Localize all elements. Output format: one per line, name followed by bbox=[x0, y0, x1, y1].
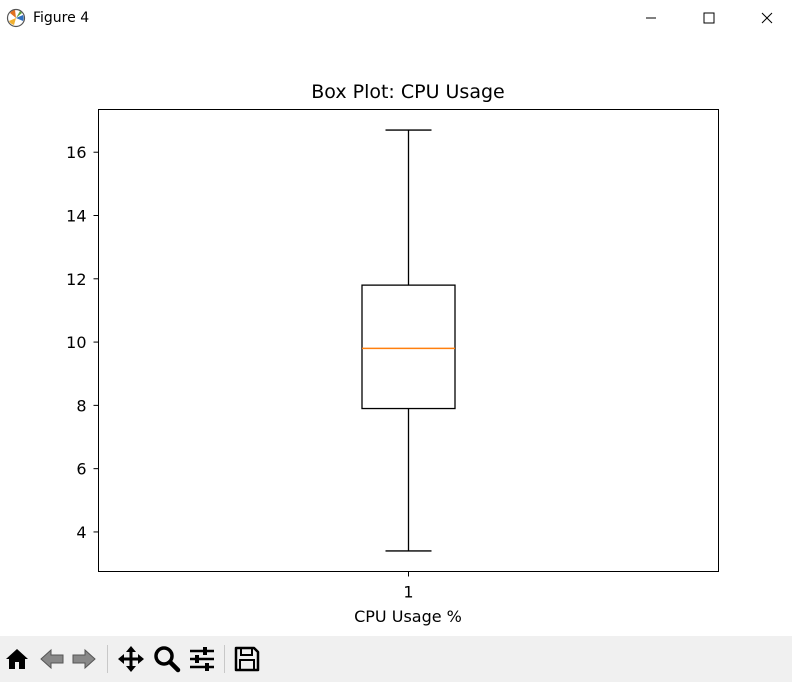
toolbar-separator bbox=[107, 645, 108, 673]
configure-subplots-button[interactable] bbox=[187, 644, 217, 674]
zoom-icon bbox=[154, 646, 181, 673]
x-tick-label: 1 bbox=[403, 583, 413, 602]
chart-title: Box Plot: CPU Usage bbox=[311, 81, 504, 103]
x-axis-label: CPU Usage % bbox=[354, 607, 462, 626]
y-tick-label: 8 bbox=[76, 396, 86, 415]
close-icon bbox=[761, 12, 773, 24]
box-series bbox=[361, 129, 456, 552]
forward-button[interactable] bbox=[69, 644, 99, 674]
y-axis: 4 6 8 10 12 14 16 bbox=[66, 143, 99, 542]
window-titlebar: Figure 4 bbox=[0, 0, 792, 36]
back-button[interactable] bbox=[37, 644, 67, 674]
navigation-toolbar bbox=[0, 636, 792, 682]
maximize-icon bbox=[703, 12, 715, 24]
iqr-box bbox=[361, 284, 456, 410]
zoom-button[interactable] bbox=[152, 644, 182, 674]
box-item bbox=[361, 129, 456, 552]
home-button[interactable] bbox=[2, 644, 32, 674]
y-tick-label: 10 bbox=[66, 333, 86, 352]
figure-canvas[interactable]: Box Plot: CPU Usage 4 6 8 10 12 14 16 1 CPU Us… bbox=[0, 36, 792, 636]
minimize-icon bbox=[646, 17, 656, 19]
save-icon bbox=[234, 646, 260, 672]
save-button[interactable] bbox=[232, 644, 262, 674]
y-tick-label: 4 bbox=[76, 523, 86, 542]
y-tick-label: 6 bbox=[76, 460, 86, 479]
y-tick-label: 14 bbox=[66, 207, 86, 226]
pan-icon bbox=[118, 646, 144, 672]
close-button[interactable] bbox=[738, 0, 792, 36]
y-tick-label: 16 bbox=[66, 143, 86, 162]
back-arrow-icon bbox=[40, 648, 64, 670]
box-plot-chart: Box Plot: CPU Usage 4 6 8 10 12 14 16 1 CPU Us… bbox=[66, 81, 719, 626]
x-axis: 1 bbox=[403, 571, 414, 602]
y-tick-label: 12 bbox=[66, 270, 86, 289]
maximize-button[interactable] bbox=[680, 0, 738, 36]
configure-subplots-icon bbox=[190, 647, 214, 671]
pan-button[interactable] bbox=[116, 644, 146, 674]
matplotlib-app-icon bbox=[6, 8, 26, 28]
minimize-button[interactable] bbox=[622, 0, 680, 36]
forward-arrow-icon bbox=[72, 648, 96, 670]
home-icon bbox=[6, 649, 28, 669]
toolbar-separator bbox=[224, 645, 225, 673]
window-title: Figure 4 bbox=[33, 10, 90, 26]
